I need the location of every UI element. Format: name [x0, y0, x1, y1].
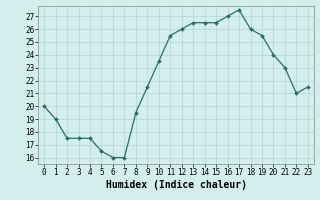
X-axis label: Humidex (Indice chaleur): Humidex (Indice chaleur) — [106, 180, 246, 190]
